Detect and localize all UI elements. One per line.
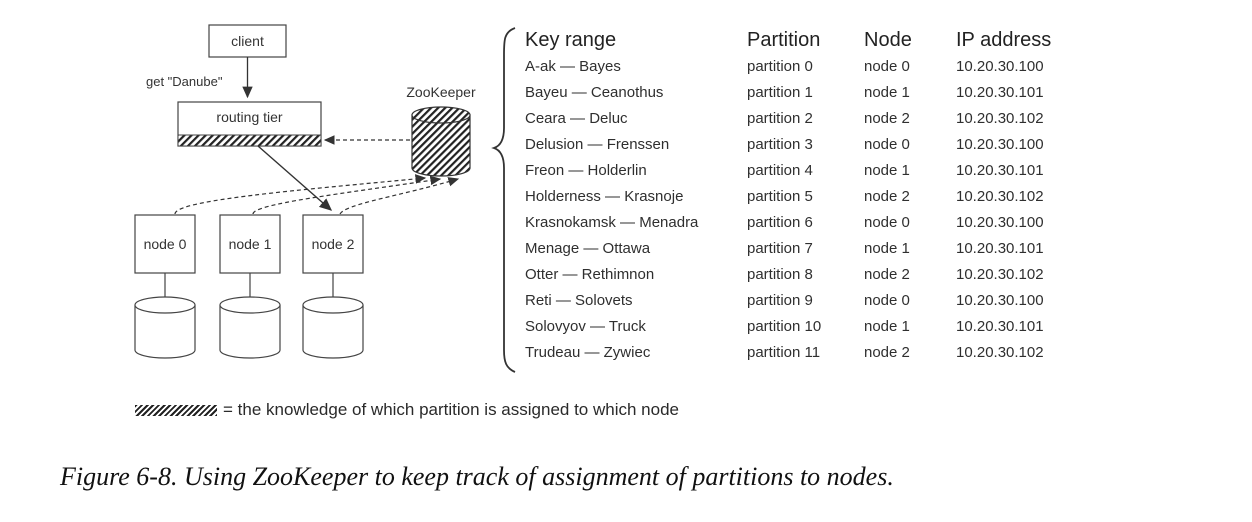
node-1-label: node 1 bbox=[229, 236, 272, 252]
ip-cell: 10.20.30.100 bbox=[956, 213, 1044, 231]
table-row: Ceara — Deluc partition 2 node 2 10.20.3… bbox=[525, 105, 1076, 131]
header-ip-address: IP address bbox=[956, 28, 1052, 51]
node-2-storage-cylinder bbox=[302, 296, 364, 359]
table-row: Krasnokamsk — Menadra partition 6 node 0… bbox=[525, 209, 1076, 235]
ip-cell: 10.20.30.100 bbox=[956, 135, 1044, 153]
ip-cell: 10.20.30.102 bbox=[956, 187, 1044, 205]
table-row: Solovyov — Truck partition 10 node 1 10.… bbox=[525, 313, 1076, 339]
ip-cell: 10.20.30.102 bbox=[956, 109, 1044, 127]
node0-to-zookeeper-arrow bbox=[174, 174, 427, 215]
header-node: Node bbox=[864, 28, 912, 51]
key-range-cell: Delusion — Frenssen bbox=[525, 135, 670, 153]
header-partition: Partition bbox=[747, 28, 821, 51]
node-cell: node 1 bbox=[864, 317, 910, 335]
ip-cell: 10.20.30.100 bbox=[956, 57, 1044, 75]
key-range-cell: Freon — Holderlin bbox=[525, 161, 647, 179]
key-range-cell: Reti — Solovets bbox=[525, 291, 633, 309]
zookeeper-cylinder bbox=[411, 106, 471, 177]
node-1-box: node 1 bbox=[219, 214, 281, 274]
key-range-cell: Trudeau — Zywiec bbox=[525, 343, 651, 361]
header-key-range: Key range bbox=[525, 28, 617, 51]
ip-cell: 10.20.30.101 bbox=[956, 239, 1044, 257]
partition-cell: partition 10 bbox=[747, 317, 822, 335]
key-range-cell: Solovyov — Truck bbox=[525, 317, 646, 335]
partition-cell: partition 2 bbox=[747, 109, 813, 127]
table-row: Reti — Solovets partition 9 node 0 10.20… bbox=[525, 287, 1076, 313]
key-range-cell: Otter — Rethimnon bbox=[525, 265, 655, 283]
node-cell: node 1 bbox=[864, 161, 910, 179]
node-cell: node 1 bbox=[864, 83, 910, 101]
key-range-cell: Bayeu — Ceanothus bbox=[525, 83, 664, 101]
partition-cell: partition 7 bbox=[747, 239, 813, 257]
legend-text: = the knowledge of which partition is as… bbox=[223, 400, 679, 419]
table-row: Delusion — Frenssen partition 3 node 0 1… bbox=[525, 131, 1076, 157]
client-box: client bbox=[208, 24, 287, 58]
partition-cell: partition 6 bbox=[747, 213, 813, 231]
table-row: Bayeu — Ceanothus partition 1 node 1 10.… bbox=[525, 79, 1076, 105]
node-cell: node 0 bbox=[864, 213, 910, 231]
ip-cell: 10.20.30.101 bbox=[956, 83, 1044, 101]
node-cell: node 0 bbox=[864, 57, 910, 75]
key-range-cell: Holderness — Krasnoje bbox=[525, 187, 684, 205]
node2-to-zookeeper-arrow bbox=[339, 177, 460, 215]
node-1-storage-cylinder bbox=[219, 296, 281, 359]
legend: = the knowledge of which partition is as… bbox=[135, 400, 679, 420]
key-range-cell: A-ak — Bayes bbox=[525, 57, 621, 75]
table-header-row: Key range Partition Node IP address bbox=[525, 27, 1076, 53]
node-cell: node 2 bbox=[864, 109, 910, 127]
node-2-box: node 2 bbox=[302, 214, 364, 274]
hatch-swatch bbox=[135, 404, 217, 416]
figure-caption: Figure 6-8. Using ZooKeeper to keep trac… bbox=[60, 462, 894, 491]
table-row: Menage — Ottawa partition 7 node 1 10.20… bbox=[525, 235, 1076, 261]
partition-assignment-table: Key range Partition Node IP address A-ak… bbox=[525, 27, 1076, 365]
table-row: Otter — Rethimnon partition 8 node 2 10.… bbox=[525, 261, 1076, 287]
node-0-label: node 0 bbox=[144, 236, 187, 252]
node-0-storage-cylinder bbox=[134, 296, 196, 359]
key-range-cell: Ceara — Deluc bbox=[525, 109, 628, 127]
routing-tier-label: routing tier bbox=[216, 109, 282, 125]
table-row: Trudeau — Zywiec partition 11 node 2 10.… bbox=[525, 339, 1076, 365]
partition-cell: partition 1 bbox=[747, 83, 813, 101]
table-row: Freon — Holderlin partition 4 node 1 10.… bbox=[525, 157, 1076, 183]
node-cell: node 2 bbox=[864, 187, 910, 205]
node-cell: node 0 bbox=[864, 135, 910, 153]
node-cell: node 2 bbox=[864, 265, 910, 283]
node-0-box: node 0 bbox=[134, 214, 196, 274]
key-range-cell: Menage — Ottawa bbox=[525, 239, 651, 257]
request-label: get "Danube" bbox=[146, 74, 223, 89]
node1-to-zookeeper-arrow bbox=[252, 175, 442, 215]
table-row: A-ak — Bayes partition 0 node 0 10.20.30… bbox=[525, 53, 1076, 79]
routing-tier-knowledge-hatch bbox=[177, 134, 322, 147]
key-range-cell: Krasnokamsk — Menadra bbox=[525, 213, 699, 231]
node-cell: node 1 bbox=[864, 239, 910, 257]
partition-cell: partition 0 bbox=[747, 57, 813, 75]
table-row: Holderness — Krasnoje partition 5 node 2… bbox=[525, 183, 1076, 209]
routing-to-node2-arrow bbox=[257, 145, 333, 211]
partition-cell: partition 8 bbox=[747, 265, 813, 283]
zookeeper-label: ZooKeeper bbox=[406, 84, 476, 100]
ip-cell: 10.20.30.102 bbox=[956, 265, 1044, 283]
client-label: client bbox=[231, 33, 264, 49]
ip-cell: 10.20.30.101 bbox=[956, 161, 1044, 179]
table-curly-brace bbox=[491, 27, 516, 373]
partition-cell: partition 11 bbox=[747, 343, 821, 361]
ip-cell: 10.20.30.101 bbox=[956, 317, 1044, 335]
partition-cell: partition 9 bbox=[747, 291, 813, 309]
node-cell: node 2 bbox=[864, 343, 910, 361]
routing-tier-box: routing tier bbox=[177, 101, 322, 147]
node-2-label: node 2 bbox=[312, 236, 355, 252]
partition-cell: partition 4 bbox=[747, 161, 813, 179]
ip-cell: 10.20.30.100 bbox=[956, 291, 1044, 309]
node-cell: node 0 bbox=[864, 291, 910, 309]
partition-cell: partition 3 bbox=[747, 135, 813, 153]
ip-cell: 10.20.30.102 bbox=[956, 343, 1044, 361]
partition-cell: partition 5 bbox=[747, 187, 813, 205]
